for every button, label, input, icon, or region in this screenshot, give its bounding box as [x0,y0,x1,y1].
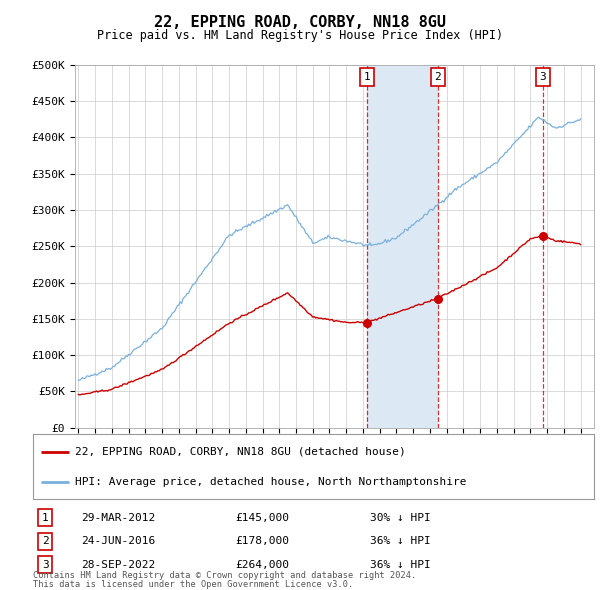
Text: 1: 1 [42,513,49,523]
Text: 3: 3 [539,72,546,82]
Text: 22, EPPING ROAD, CORBY, NN18 8GU: 22, EPPING ROAD, CORBY, NN18 8GU [154,15,446,30]
Text: £178,000: £178,000 [235,536,289,546]
Text: 1: 1 [364,72,370,82]
Bar [367,65,438,428]
Text: £264,000: £264,000 [235,560,289,570]
Text: This data is licensed under the Open Government Licence v3.0.: This data is licensed under the Open Gov… [33,580,353,589]
Text: 2: 2 [434,72,442,82]
Text: £145,000: £145,000 [235,513,289,523]
Text: 3: 3 [42,560,49,570]
Text: 36% ↓ HPI: 36% ↓ HPI [370,536,430,546]
Text: 29-MAR-2012: 29-MAR-2012 [80,513,155,523]
Text: HPI: Average price, detached house, North Northamptonshire: HPI: Average price, detached house, Nort… [75,477,467,487]
Text: Contains HM Land Registry data © Crown copyright and database right 2024.: Contains HM Land Registry data © Crown c… [33,571,416,580]
Text: 2: 2 [42,536,49,546]
Text: 30% ↓ HPI: 30% ↓ HPI [370,513,430,523]
Text: Price paid vs. HM Land Registry's House Price Index (HPI): Price paid vs. HM Land Registry's House … [97,30,503,42]
Text: 28-SEP-2022: 28-SEP-2022 [80,560,155,570]
Text: 36% ↓ HPI: 36% ↓ HPI [370,560,430,570]
Text: 24-JUN-2016: 24-JUN-2016 [80,536,155,546]
Text: 22, EPPING ROAD, CORBY, NN18 8GU (detached house): 22, EPPING ROAD, CORBY, NN18 8GU (detach… [75,447,406,457]
